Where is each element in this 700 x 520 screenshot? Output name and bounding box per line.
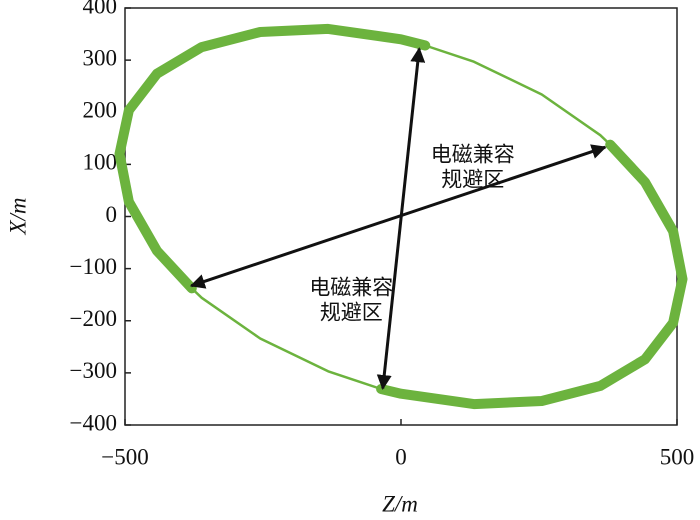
- x-tick-label: −500: [101, 444, 148, 469]
- y-tick-label: 400: [83, 0, 118, 18]
- x-axis-label: Z/m: [382, 491, 418, 516]
- y-tick-label: −300: [70, 358, 117, 383]
- y-tick-label: −100: [70, 254, 117, 279]
- annotation: 电磁兼容: [309, 275, 393, 299]
- annotation: 规避区: [441, 167, 504, 191]
- y-tick-label: 200: [83, 98, 118, 123]
- annotation: 规避区: [320, 300, 383, 324]
- y-axis-label: X/m: [5, 197, 30, 235]
- y-tick-label: −200: [70, 306, 117, 331]
- y-tick-label: 300: [83, 45, 118, 70]
- double-arrow: [189, 144, 607, 289]
- x-tick-label: 0: [395, 444, 407, 469]
- trajectory: [114, 23, 688, 410]
- trajectory: [190, 44, 612, 391]
- annotation: 电磁兼容: [431, 142, 515, 166]
- y-tick-label: −400: [70, 410, 117, 435]
- y-tick-label: 100: [83, 150, 118, 175]
- x-tick-label: 500: [660, 444, 695, 469]
- y-tick-label: 0: [106, 202, 118, 227]
